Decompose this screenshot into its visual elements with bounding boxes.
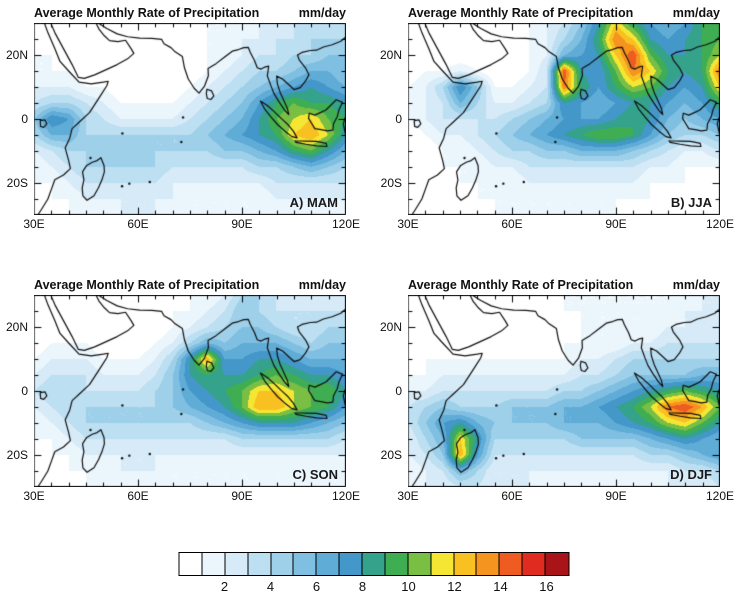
units-label: mm/day [298,278,346,292]
tick-label-lon: 30E [397,217,419,231]
panel-header: Average Monthly Rate of Precipitation mm… [34,4,346,23]
colorbar-cell [499,553,523,575]
colorbar-wrap: 2 4 6 8 10 12 14 16 [178,552,570,594]
panel-a-mam: Average Monthly Rate of Precipitation mm… [0,4,374,248]
lat-axis: 20N 0 20S [374,23,404,215]
panel-b-jja: Average Monthly Rate of Precipitation mm… [374,4,748,248]
tick-label-lon: 120E [705,217,735,231]
colorbar-cell [454,553,477,575]
colorbar-cell [545,553,569,575]
panel-title: Average Monthly Rate of Precipitation [34,278,260,292]
panel-label: C) SON [292,467,339,482]
tick-label-lon: 120E [331,489,361,503]
tick-label-lon: 30E [23,489,45,503]
panel-d-djf: Average Monthly Rate of Precipitation mm… [374,276,748,520]
tick-label-lon: 120E [331,217,361,231]
panel-title: Average Monthly Rate of Precipitation [34,6,260,20]
tick-label-lat: 0 [21,112,28,126]
panel-title: Average Monthly Rate of Precipitation [408,6,634,20]
colorbar-cell [179,553,203,575]
tick-label-lon: 30E [23,217,45,231]
colorbar-cell [293,553,317,575]
tick-label-lon: 60E [501,217,523,231]
colorbar-cell [225,553,249,575]
colorbar [178,552,570,576]
panel-grid: Average Monthly Rate of Precipitation mm… [0,4,748,520]
colorbar-cell [431,553,454,575]
panel-header: Average Monthly Rate of Precipitation mm… [408,276,720,295]
tick-label-lat: 20S [380,448,402,462]
map-frame: C) SON [34,295,346,487]
tick-label-lat: 20N [5,48,28,62]
precip-map-canvas-son [34,295,346,487]
precip-map-canvas-jja [408,23,720,215]
tick-label-lat: 20N [379,48,402,62]
tick-label-lat: 0 [395,384,402,398]
colorbar-label: 16 [539,579,554,594]
panel-label: D) DJF [670,467,712,482]
tick-label-lat: 20N [5,320,28,334]
tick-label-lon: 90E [231,217,253,231]
panel-c-son: Average Monthly Rate of Precipitation mm… [0,276,374,520]
tick-label-lon: 90E [231,489,253,503]
colorbar-cell [362,553,386,575]
tick-label-lat: 0 [395,112,402,126]
panel-label: A) MAM [289,195,338,210]
colorbar-label: 12 [447,579,462,594]
colorbar-label: 6 [312,579,321,594]
tick-label-lat: 20S [6,176,28,190]
tick-label-lon: 120E [705,489,735,503]
lon-axis: 30E 60E 90E 120E [23,215,360,233]
tick-label-lat: 20S [380,176,402,190]
colorbar-cell [408,553,432,575]
lat-axis: 20N 0 20S [0,23,30,215]
map-frame: D) DJF [408,295,720,487]
lon-axis: 30E 60E 90E 120E [397,215,734,233]
panel-title: Average Monthly Rate of Precipitation [408,278,634,292]
lon-axis: 30E 60E 90E 120E [397,487,734,505]
panel-label: B) JJA [670,195,712,210]
colorbar-cell [385,553,409,575]
colorbar-label: 4 [266,579,275,594]
tick-label-lon: 90E [605,217,627,231]
lat-axis: 20N 0 20S [374,295,404,487]
map-frame: A) MAM [34,23,346,215]
tick-label-lon: 60E [127,217,149,231]
colorbar-label: 14 [493,579,508,594]
precip-map-canvas-djf [408,295,720,487]
colorbar-cell [522,553,546,575]
tick-label-lon: 30E [397,489,419,503]
colorbar-cell [339,553,363,575]
panel-header: Average Monthly Rate of Precipitation mm… [34,276,346,295]
tick-label-lat: 0 [21,384,28,398]
tick-label-lon: 60E [501,489,523,503]
colorbar-label: 8 [358,579,367,594]
precip-map-canvas-mam [34,23,346,215]
lon-axis: 30E 60E 90E 120E [23,487,360,505]
units-label: mm/day [672,278,720,292]
tick-label-lon: 90E [605,489,627,503]
colorbar-cell [202,553,226,575]
colorbar-cell [248,553,271,575]
colorbar-labels: 2 4 6 8 10 12 14 16 [179,576,570,594]
tick-label-lon: 60E [127,489,149,503]
panel-header: Average Monthly Rate of Precipitation mm… [408,4,720,23]
colorbar-cell [316,553,340,575]
colorbar-cell [271,553,294,575]
units-label: mm/day [298,6,346,20]
colorbar-label: 2 [220,579,229,594]
lat-axis: 20N 0 20S [0,295,30,487]
colorbar-cell [476,553,500,575]
tick-label-lat: 20N [379,320,402,334]
tick-label-lat: 20S [6,448,28,462]
colorbar-label: 10 [401,579,416,594]
units-label: mm/day [672,6,720,20]
map-frame: B) JJA [408,23,720,215]
